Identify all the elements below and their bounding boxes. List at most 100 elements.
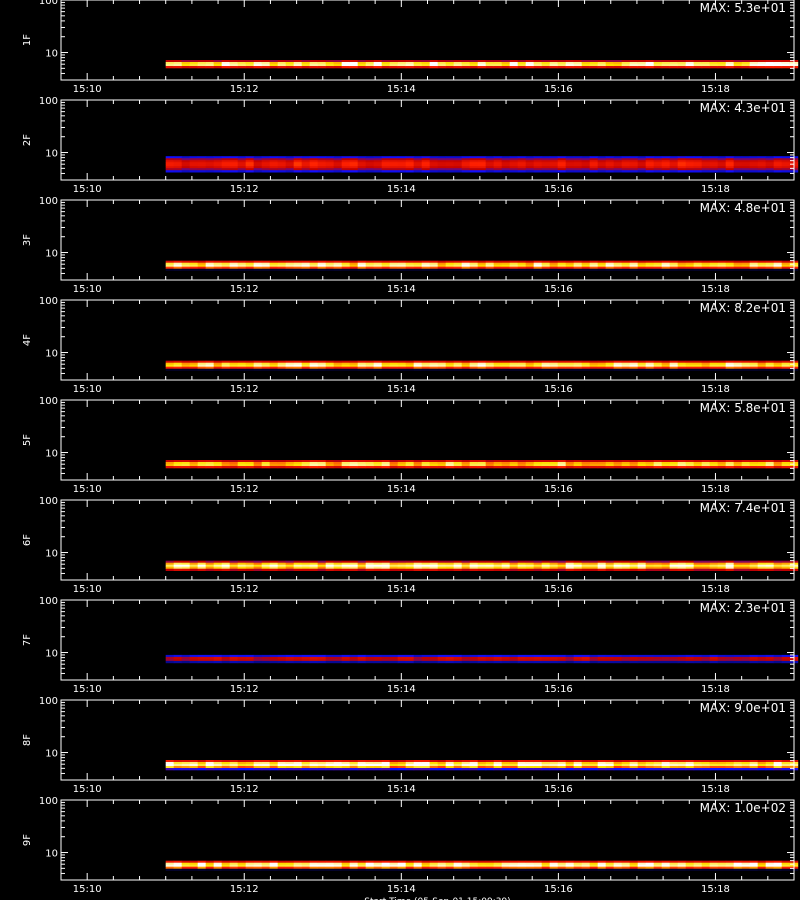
heatmap-cell — [357, 266, 367, 269]
heatmap-cell — [613, 562, 623, 565]
heatmap-cell — [389, 268, 399, 271]
heatmap-cell — [765, 164, 775, 167]
heatmap-cell — [541, 654, 551, 658]
heatmap-cell — [493, 862, 503, 865]
heatmap-cell — [405, 860, 415, 863]
heatmap-cell — [645, 368, 655, 371]
heatmap-cell — [397, 62, 407, 65]
heatmap-cell — [765, 166, 775, 169]
heatmap-cell — [629, 170, 639, 173]
heatmap-cell — [613, 868, 623, 871]
heatmap-cell — [613, 66, 623, 69]
heatmap-cell — [293, 764, 303, 767]
heatmap-cell — [277, 866, 287, 869]
heatmap-cell — [525, 466, 535, 469]
heatmap-cell — [613, 266, 623, 269]
heatmap-cell — [653, 562, 663, 565]
heatmap-cell — [381, 866, 391, 869]
heatmap-cell — [773, 368, 783, 371]
heatmap-cell — [621, 654, 631, 658]
y-tick-label: 10 — [45, 749, 58, 760]
heatmap-cell — [301, 864, 311, 867]
heatmap-cell — [317, 168, 327, 171]
heatmap-cell — [173, 64, 183, 67]
heatmap-cell — [261, 266, 271, 269]
heatmap-cell — [269, 864, 279, 867]
heatmap-cell — [197, 366, 207, 369]
heatmap-cell — [229, 66, 239, 69]
heatmap-cell — [485, 464, 495, 467]
panel-label: 5F — [22, 434, 33, 446]
heatmap-cell — [549, 762, 559, 765]
heatmap-cell — [517, 866, 527, 869]
heatmap-cell — [541, 60, 551, 63]
heatmap-cell — [381, 62, 391, 65]
heatmap-cell — [397, 160, 407, 163]
heatmap-cell — [725, 162, 735, 165]
heatmap-cell — [709, 262, 719, 265]
heatmap-cell — [581, 764, 591, 767]
heatmap-cell — [261, 366, 271, 369]
heatmap-cell — [653, 560, 663, 563]
heatmap-cell — [581, 164, 591, 167]
heatmap-cell — [261, 64, 271, 67]
heatmap-cell — [181, 764, 191, 767]
heatmap-cell — [669, 562, 679, 565]
heatmap-cell — [293, 66, 303, 69]
heatmap-cell — [741, 560, 751, 563]
heatmap-cell — [421, 460, 431, 463]
heatmap-cell — [517, 564, 527, 567]
heatmap-cell — [221, 170, 231, 173]
heatmap-cell — [725, 62, 735, 65]
heatmap-cell — [301, 564, 311, 567]
heatmap-cell — [405, 760, 415, 763]
heatmap-cell — [405, 160, 415, 163]
heatmap-cell — [597, 562, 607, 565]
heatmap-cell — [245, 260, 255, 263]
heatmap-cell — [725, 656, 735, 660]
heatmap-cell — [301, 462, 311, 465]
heatmap-cell — [237, 460, 247, 463]
heatmap-cell — [613, 360, 623, 363]
heatmap-cell — [429, 264, 439, 267]
heatmap-cell — [653, 564, 663, 567]
heatmap-cell — [365, 760, 375, 763]
heatmap-cell — [469, 862, 479, 865]
heatmap-cell — [477, 160, 487, 163]
heatmap-cell — [381, 564, 391, 567]
heatmap-cell — [749, 162, 759, 165]
heatmap-cell — [661, 654, 671, 658]
heatmap-cell — [229, 766, 239, 769]
heatmap-cell — [197, 168, 207, 171]
x-tick-label: 15:10 — [73, 784, 102, 795]
heatmap-cell — [173, 368, 183, 371]
heatmap-cell — [333, 266, 343, 269]
heatmap-cell — [229, 868, 239, 871]
heatmap-cell — [293, 462, 303, 465]
heatmap-cell — [525, 62, 535, 65]
heatmap-cell — [389, 768, 399, 771]
heatmap-cell — [277, 762, 287, 765]
heatmap-cell — [565, 462, 575, 465]
heatmap-cell — [661, 766, 671, 769]
heatmap-cell — [653, 170, 663, 173]
heatmap-cell — [221, 466, 231, 469]
heatmap-cell — [685, 562, 695, 565]
heatmap-cell — [341, 164, 351, 167]
heatmap-cell — [453, 464, 463, 467]
heatmap-cell — [525, 864, 535, 867]
heatmap-cell — [413, 864, 423, 867]
heatmap-cell — [301, 264, 311, 267]
heatmap-cell — [405, 658, 415, 662]
heatmap-cell — [541, 760, 551, 763]
heatmap-cell — [469, 60, 479, 63]
heatmap-cell — [237, 560, 247, 563]
heatmap-cell — [461, 264, 471, 267]
heatmap-cell — [637, 862, 647, 865]
heatmap-cell — [653, 764, 663, 767]
heatmap-cell — [397, 860, 407, 863]
heatmap-cell — [301, 466, 311, 469]
heatmap-cell — [341, 562, 351, 565]
heatmap-cell — [309, 262, 319, 265]
heatmap-cell — [357, 360, 367, 363]
